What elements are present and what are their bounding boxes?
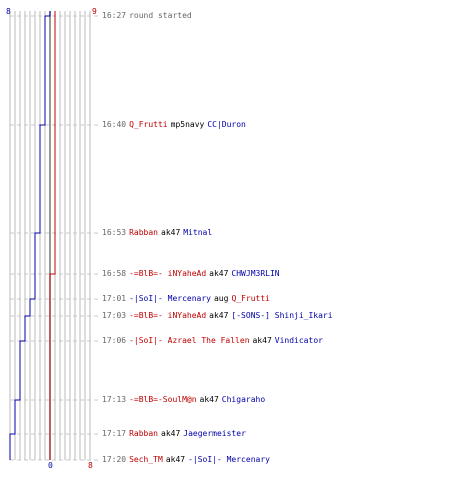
- event-row: 17:01 -|SoI|- Mercenary aug Q_Frutti: [102, 294, 273, 304]
- red-alive-line: [49, 11, 56, 460]
- weapon-name: ak47: [252, 336, 272, 345]
- event-row: 16:27 round started: [102, 11, 195, 21]
- blue-start-count: 8: [6, 7, 11, 16]
- event-time: 16:53: [102, 228, 127, 237]
- weapon-name: ak47: [165, 455, 186, 464]
- event-time: 17:17: [102, 429, 127, 438]
- killer-name: Rabban: [129, 429, 158, 438]
- weapon-name: aug: [213, 294, 229, 303]
- event-time: 17:13: [102, 395, 127, 404]
- event-row: 16:53 Rabban ak47 Mitnal: [102, 228, 215, 238]
- weapon-name: ak47: [209, 311, 229, 320]
- event-time: 16:40: [102, 120, 127, 129]
- event-row: 17:03 -=BlB=- iNYaheAd ak47 [-SONS-] Shinji…: [102, 311, 336, 321]
- killer-name: Sech_TM: [129, 455, 163, 464]
- killer-name: -=BlB=- iNYaheAd: [129, 311, 207, 320]
- victim-name: Q_Frutti: [231, 294, 270, 303]
- victim-name: Jaegermeister: [183, 429, 246, 438]
- weapon-name: ak47: [209, 269, 229, 278]
- red-end-count: 8: [88, 461, 93, 470]
- weapon-name: mp5navy: [170, 120, 205, 129]
- red-start-count: 9: [92, 7, 97, 16]
- event-time: 17:03: [102, 311, 127, 320]
- event-row: 17:13 -=BlB=-SoulM@n ak47 Chigaraho: [102, 395, 268, 405]
- event-message: round started: [129, 11, 192, 20]
- killer-name: -|SoI|- Mercenary: [129, 294, 211, 303]
- weapon-name: ak47: [199, 395, 219, 404]
- weapon-name: ak47: [161, 429, 181, 438]
- event-time: 16:27: [102, 11, 127, 20]
- victim-name: Vindicator: [274, 336, 323, 345]
- event-time: 17:20: [102, 455, 127, 464]
- killer-name: -=BlB=-SoulM@n: [129, 395, 197, 404]
- victim-name: CHWJM3RLIN: [231, 269, 280, 278]
- event-time: 17:01: [102, 294, 127, 303]
- event-row: 17:20 Sech_TM ak47 -|SoI|- Mercenary: [102, 455, 273, 465]
- killer-name: -=BlB=- iNYaheAd: [129, 269, 207, 278]
- killer-name: Q_Frutti: [129, 120, 168, 129]
- victim-name: Mitnal: [183, 228, 213, 237]
- blue-alive-line: [9, 11, 51, 460]
- blue-end-count: 0: [48, 461, 53, 470]
- event-row: 17:17 Rabban ak47 Jaegermeister: [102, 429, 249, 439]
- event-row: 17:06 -|SoI|- Azrael The Fallen ak47 Vindic…: [102, 336, 326, 346]
- victim-name: Chigaraho: [221, 395, 266, 404]
- killer-name: Rabban: [129, 228, 158, 237]
- weapon-name: ak47: [161, 228, 181, 237]
- event-time: 16:58: [102, 269, 127, 278]
- victim-name: [-SONS-] Shinji_Ikari: [231, 311, 333, 320]
- victim-name: CC|Duron: [207, 120, 246, 129]
- victim-name: -|SoI|- Mercenary: [188, 455, 270, 464]
- event-time: 17:06: [102, 336, 127, 345]
- killer-name: -|SoI|- Azrael The Fallen: [129, 336, 250, 345]
- event-row: 16:40 Q_Frutti mp5navy CC|Duron: [102, 120, 249, 130]
- alive-count-timeline: [9, 11, 100, 461]
- event-row: 16:58 -=BlB=- iNYaheAd ak47 CHWJM3RLIN: [102, 269, 283, 279]
